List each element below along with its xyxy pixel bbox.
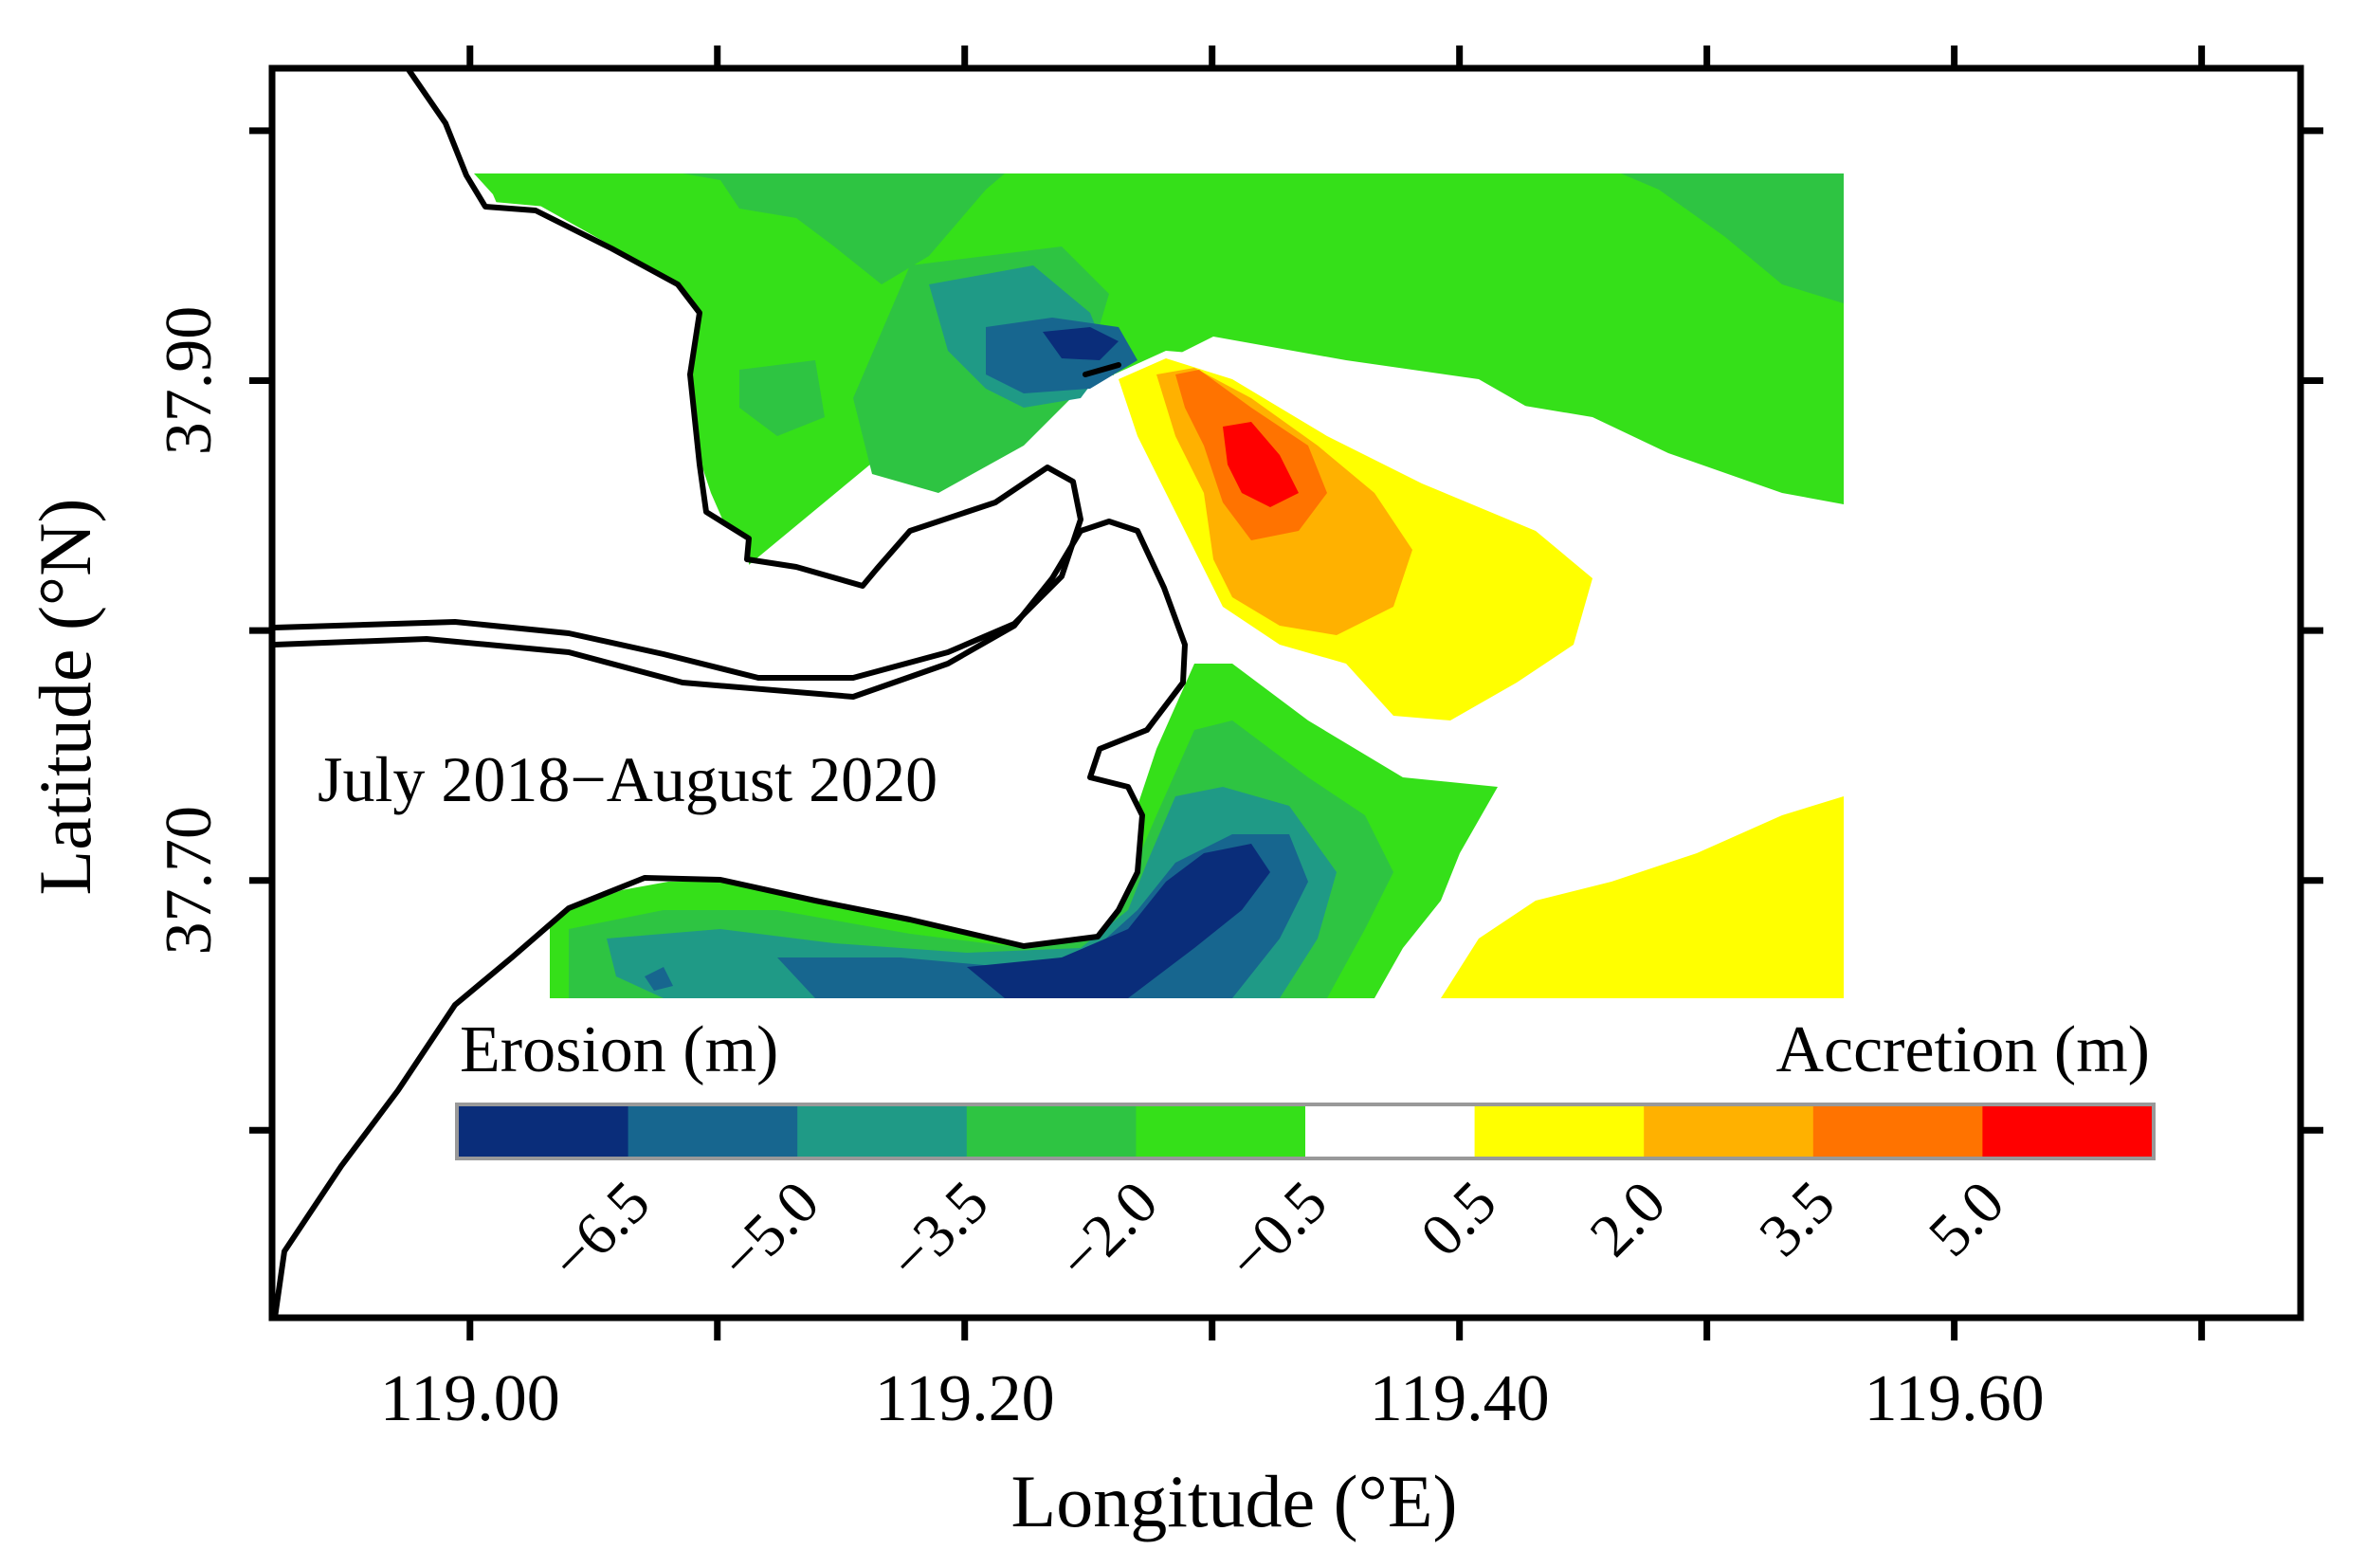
colorbar-bin <box>459 1106 629 1157</box>
lower-region-deep-blue <box>967 844 1270 998</box>
plot-frame <box>268 64 2304 1322</box>
land-south <box>272 521 1185 1318</box>
map-panel <box>272 68 1844 1318</box>
colorbar-bin <box>1982 1106 2153 1157</box>
accretion-plume-red <box>1223 422 1299 507</box>
lower-region-small-blue <box>645 967 673 991</box>
x-axis-tick-labels: 119.00 119.20 119.40 119.60 <box>380 1362 2045 1435</box>
colorbar-bin <box>1305 1106 1476 1157</box>
colorbar-frame <box>455 1103 2156 1160</box>
upper-region-deep-blue-patch <box>1043 327 1119 360</box>
x-tick-label: 119.00 <box>380 1362 560 1435</box>
y-tick-label: 37.70 <box>153 806 226 956</box>
coastline <box>272 68 1188 1318</box>
colorbar-boundary-label: 0.5 <box>1408 1168 1509 1269</box>
colorbar-boundary-label: −6.5 <box>537 1168 662 1293</box>
colorbar-boundary-label: 3.5 <box>1746 1168 1847 1269</box>
colorbar-boundary-label: −3.5 <box>876 1168 1001 1293</box>
colorbar-boundary-label: 2.0 <box>1577 1168 1679 1269</box>
y-axis-title: Latitude (°N) <box>24 499 106 896</box>
colorbar-bins <box>459 1106 2153 1157</box>
colorbar-bin <box>1136 1106 1306 1157</box>
upper-region-light-green <box>474 173 1844 569</box>
colorbar-boundary-label: −5.0 <box>706 1168 831 1293</box>
y-tick-label: 37.90 <box>153 306 226 456</box>
upper-region-green-patch-2 <box>739 360 825 436</box>
colorbar-bin <box>797 1106 968 1157</box>
y-axis-ticks <box>249 127 2323 1134</box>
land-north <box>272 68 1081 683</box>
colorbar-bin <box>966 1106 1137 1157</box>
y-axis-tick-labels: 37.90 37.70 <box>153 306 226 956</box>
colorbar-boundary-labels: −6.5 −5.0 −3.5 −2.0 −0.5 0.5 2.0 3.5 5.0 <box>537 1168 2016 1293</box>
x-axis-title: Longitude (°E) <box>1011 1460 1458 1542</box>
x-tick-label: 119.60 <box>1865 1362 2045 1435</box>
upper-region-green-right <box>1621 173 1844 303</box>
colorbar-boundary-label: −2.0 <box>1045 1168 1170 1293</box>
upper-region-green-band <box>474 173 1005 284</box>
colorbar-boundary-label: 5.0 <box>1916 1168 2017 1269</box>
colorbar-bin <box>1812 1106 1983 1157</box>
colorbar-legend: Erosion (m) Accretion (m) −6.5 −5.0 −3.5 −2… <box>455 1013 2156 1293</box>
x-tick-label: 119.40 <box>1370 1362 1550 1435</box>
lower-right-accretion-yellow <box>1441 796 1844 998</box>
erosion-legend-title: Erosion (m) <box>460 1013 778 1086</box>
x-axis-ticks <box>466 46 2206 1340</box>
period-label: July 2018−August 2020 <box>318 743 937 815</box>
accretion-legend-title: Accretion (m) <box>1775 1013 2150 1086</box>
colorbar-bin <box>628 1106 798 1157</box>
x-tick-label: 119.20 <box>875 1362 1055 1435</box>
colorbar-bin <box>1644 1106 1814 1157</box>
colorbar-boundary-label: −0.5 <box>1214 1168 1339 1293</box>
colorbar-bin <box>1474 1106 1645 1157</box>
